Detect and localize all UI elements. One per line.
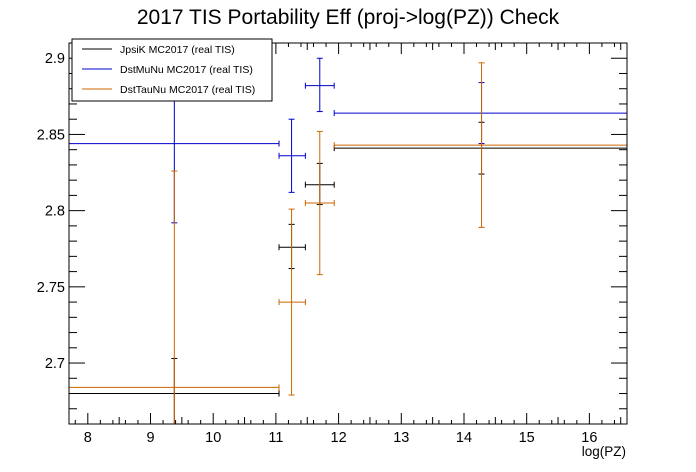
data-point	[278, 118, 306, 193]
data-point	[333, 121, 627, 175]
legend-label: JpsiK MC2017 (real TIS)	[120, 44, 235, 56]
data-point	[333, 62, 627, 228]
x-tick-label: 16	[581, 430, 597, 446]
data-point	[278, 223, 306, 270]
legend-label: DstTauNu MC2017 (real TIS)	[120, 84, 255, 96]
series-jpsik	[69, 121, 627, 424]
y-tick-label: 2.9	[45, 51, 65, 67]
x-axis-title: log(PZ)	[582, 444, 626, 459]
legend: JpsiK MC2017 (real TIS) DstMuNu MC2017 (r…	[71, 38, 273, 102]
y-tick-label: 2.85	[37, 127, 65, 143]
x-tick-label: 9	[146, 430, 154, 446]
legend-label: DstMuNu MC2017 (real TIS)	[120, 64, 253, 76]
y-tick-label: 2.7	[45, 356, 65, 372]
x-tick-label: 14	[456, 430, 472, 446]
y-tick-label: 2.8	[45, 204, 65, 220]
y-tick-label: 2.75	[37, 280, 65, 296]
x-tick-label: 11	[268, 430, 283, 446]
x-tick-label: 10	[205, 430, 221, 446]
data-point	[304, 57, 335, 113]
x-tick-label: 12	[331, 430, 347, 446]
data-point	[278, 208, 306, 396]
x-tick-label: 8	[84, 430, 92, 446]
x-tick-label: 15	[519, 430, 535, 446]
series-dsttaunu	[69, 62, 627, 424]
x-tick-label: 13	[393, 430, 409, 446]
data-point	[333, 82, 627, 145]
plot-frame	[68, 42, 628, 425]
series-layer	[69, 57, 627, 424]
data-point	[69, 170, 280, 424]
data-point	[304, 130, 335, 276]
chart-title: 2017 TIS Portability Eff (proj->log(PZ))…	[137, 6, 560, 29]
axis-ticks: 8 9 10 11 12 13 14 15 16 2.7 2.75 2.8 2.85 2.9	[37, 42, 628, 446]
